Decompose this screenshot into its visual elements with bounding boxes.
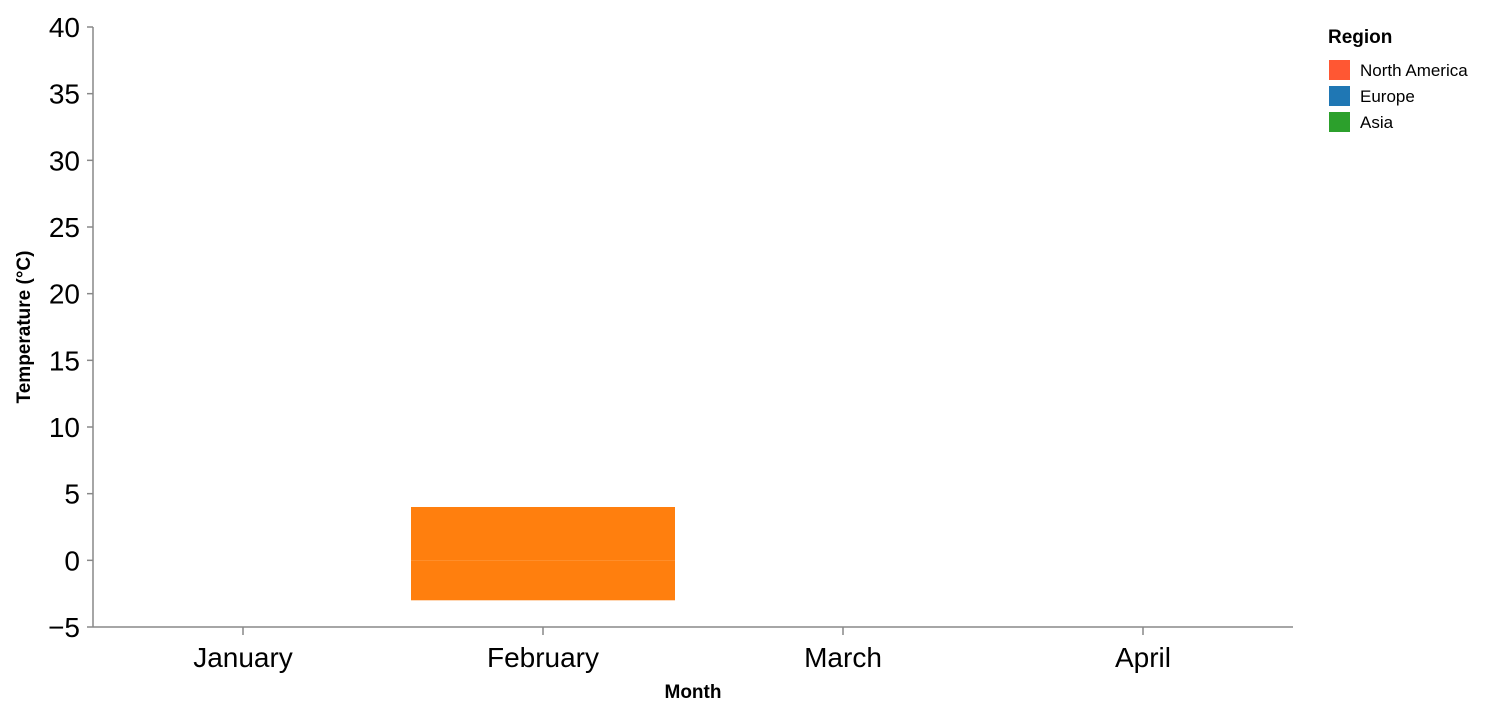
y-tick-label: 20	[49, 279, 80, 310]
x-tick-label: March	[804, 642, 882, 673]
plot-area	[411, 507, 675, 601]
y-tick-label: 10	[49, 412, 80, 443]
y-tick-label: 30	[49, 145, 80, 176]
y-tick-label: −5	[48, 612, 80, 643]
x-tick-label: January	[193, 642, 293, 673]
legend: Region North America Europe Asia	[1328, 27, 1468, 132]
x-tick-label: April	[1115, 642, 1171, 673]
x-axis-title: Month	[665, 682, 722, 703]
x-tick-label: February	[487, 642, 599, 673]
y-tick-label: 5	[64, 479, 80, 510]
legend-title: Region	[1328, 27, 1392, 48]
bar-february-0	[411, 560, 675, 601]
x-axis: January February March April	[93, 626, 1293, 673]
y-tick-label: 25	[49, 212, 80, 243]
y-axis: −5 0 5 10 15 20 25 30 35 40	[48, 12, 94, 643]
legend-swatch	[1329, 60, 1350, 80]
y-tick-label: 15	[49, 345, 80, 376]
legend-label: Asia	[1360, 113, 1394, 132]
y-tick-label: 0	[64, 545, 80, 576]
legend-swatch	[1329, 86, 1350, 106]
bar-february-1	[411, 507, 675, 561]
legend-label: Europe	[1360, 87, 1415, 106]
legend-label: North America	[1360, 61, 1468, 80]
y-axis-title: Temperature (°C)	[14, 251, 35, 404]
y-tick-label: 40	[49, 12, 80, 43]
legend-swatch	[1329, 112, 1350, 132]
y-tick-label: 35	[49, 79, 80, 110]
